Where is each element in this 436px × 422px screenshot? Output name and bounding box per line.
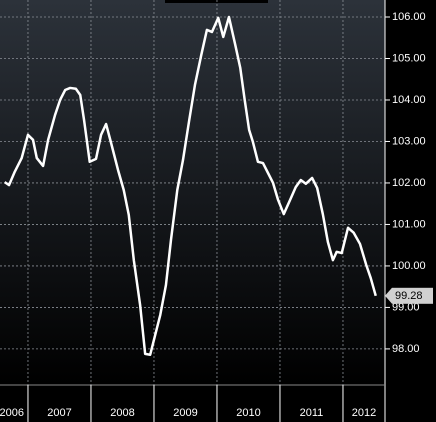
last-value-label: 99.28	[395, 290, 423, 302]
y-tick-label: 103.00	[392, 135, 426, 147]
y-tick-label: 99.00	[392, 301, 420, 313]
plot-background	[0, 0, 385, 385]
y-tick-label: 102.00	[392, 177, 426, 189]
y-tick-label: 104.00	[392, 94, 426, 106]
x-tick-label: 2008	[110, 407, 134, 419]
last-value-box	[392, 287, 433, 304]
x-tick-label: 2006	[0, 407, 24, 419]
x-tick-label: 2010	[236, 407, 260, 419]
x-tick-label: 2007	[47, 407, 71, 419]
y-tick-label: 98.00	[392, 343, 420, 355]
y-tick-label: 106.00	[392, 11, 426, 23]
data-line	[3, 15, 377, 356]
x-tick-label: 2009	[173, 407, 197, 419]
x-tick-label: 2011	[300, 407, 324, 419]
y-tick-label: 100.00	[392, 260, 426, 272]
top-tab	[165, 0, 268, 3]
y-tick-label: 101.00	[392, 218, 426, 230]
last-value-pointer	[385, 287, 392, 304]
y-tick-label: 105.00	[392, 52, 426, 64]
x-tick-label: 2012	[352, 407, 376, 419]
